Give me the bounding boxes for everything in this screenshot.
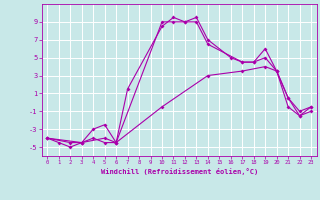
X-axis label: Windchill (Refroidissement éolien,°C): Windchill (Refroidissement éolien,°C) xyxy=(100,168,258,175)
